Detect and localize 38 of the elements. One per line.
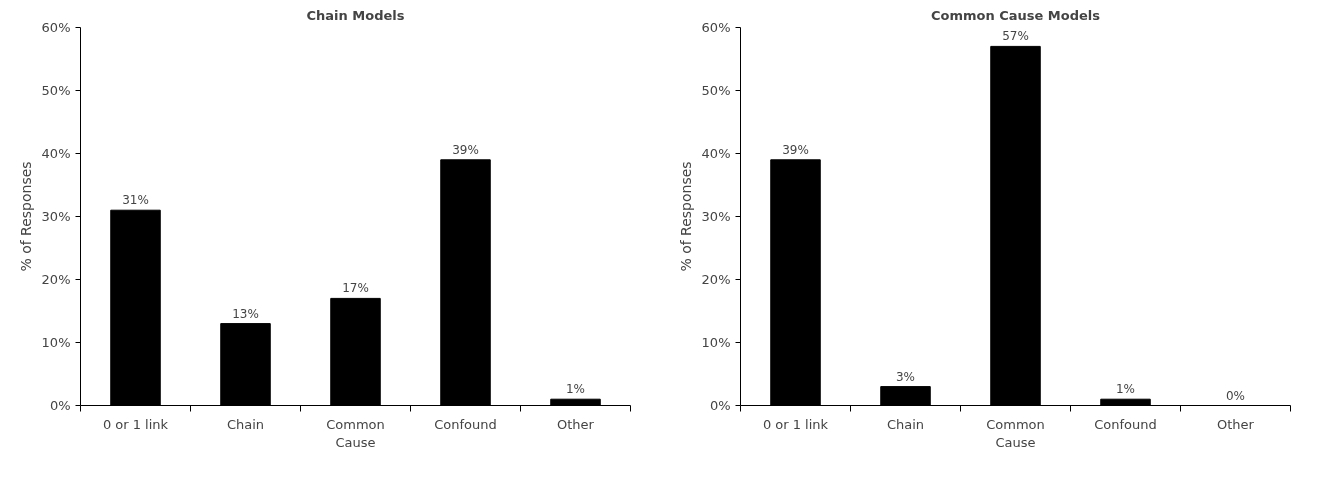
text: 0% [1225,388,1246,403]
y-axis-title: % of Responses [17,161,34,272]
x-tick-label: Confound [1094,416,1157,432]
y-tick-label: 10% [41,335,71,350]
x-tick-label: Chain [226,416,265,432]
x-tick-label: Other [557,416,595,432]
x-tick-label: 0 or 1 link [102,416,169,432]
y-tick-label: 60% [701,20,731,35]
x-tick-label: Common Cause [986,416,1045,450]
text: 39% [782,142,809,157]
y-tick-label: 50% [41,83,71,98]
chart-title: Chain Models [306,7,405,23]
x-tick-label: 0 or 1 link [762,416,829,432]
y-axis-title: % of Responses [677,161,694,272]
text: 39% [452,142,479,157]
text: 1% [565,382,586,397]
y-tick-label: 10% [701,335,731,350]
y-tick-label: 20% [41,272,71,287]
x-tick-label: Confound [434,416,497,432]
y-tick-label: 40% [701,146,731,161]
x-tick-label: Common Cause [326,416,385,450]
text: 13% [232,306,259,321]
text: 57% [1002,29,1029,44]
x-tick-label: Other [1217,416,1255,432]
y-tick-label: 40% [41,146,71,161]
y-tick-label: 50% [701,83,731,98]
text: 17% [342,281,369,296]
text: 3% [895,369,916,384]
chart-title: Common Cause Models [930,7,1101,23]
y-tick-label: 20% [701,272,731,287]
y-tick-label: 0% [49,398,71,413]
y-tick-label: 30% [701,209,731,224]
y-tick-label: 30% [41,209,71,224]
x-tick-label: Chain [886,416,925,432]
y-tick-label: 0% [709,398,731,413]
y-tick-label: 60% [41,20,71,35]
text: 31% [122,193,149,208]
text: 1% [1115,382,1136,397]
